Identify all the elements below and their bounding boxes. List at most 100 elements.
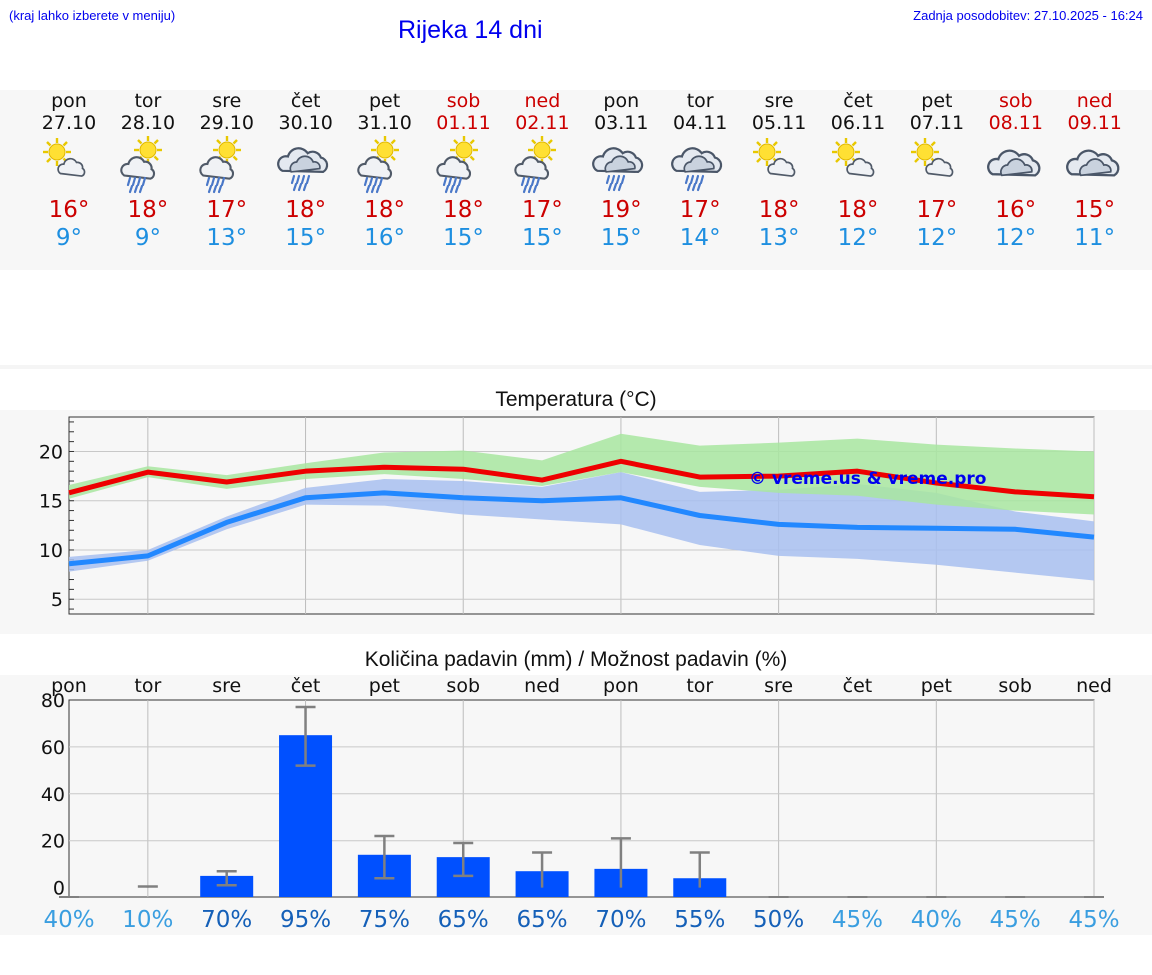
min-temperature: 11° <box>1074 225 1116 251</box>
precipitation-probability: 45% <box>1068 907 1119 933</box>
day-date: 01.11 <box>436 112 491 134</box>
precipitation-probability: 65% <box>517 907 568 933</box>
day-forecast: ned 02.11 17° 15° <box>502 90 582 252</box>
x-category-label: pet <box>369 675 400 697</box>
min-temperature: 13° <box>758 225 800 251</box>
min-temperature: 15° <box>600 225 642 251</box>
max-temperature-line <box>68 458 1095 500</box>
day-date: 04.11 <box>672 112 728 134</box>
y-tick-label: 40 <box>41 784 65 806</box>
x-category-label: tor <box>686 675 713 697</box>
max-temperature: 18° <box>127 197 169 223</box>
max-temperature: 17° <box>916 197 958 223</box>
sun-cloud-rain-icon <box>502 136 582 194</box>
cloud-icon <box>1055 136 1135 192</box>
day-date: 02.11 <box>515 112 570 134</box>
cloud-rain-icon <box>660 136 740 192</box>
day-name: pon <box>603 90 640 112</box>
day-forecast: pet 07.11 17° 12° <box>897 90 977 252</box>
day-name: sre <box>764 90 794 112</box>
day-forecast: tor 04.11 17° 14° <box>660 90 740 252</box>
max-temperature: 18° <box>443 197 484 223</box>
day-name: sre <box>212 90 242 112</box>
min-temperature: 15° <box>522 225 563 251</box>
day-name: tor <box>134 90 162 112</box>
sun-cloud-icon <box>818 136 898 192</box>
y-tick-label: 20 <box>39 441 63 463</box>
max-temperature-range <box>69 433 1094 515</box>
day-date: 27.10 <box>41 112 97 134</box>
precipitation-probability: 10% <box>122 907 173 933</box>
min-temperature-line <box>68 490 1095 567</box>
x-category-label: ned <box>524 675 560 697</box>
x-category-label: tor <box>134 675 161 697</box>
max-temperature: 18° <box>364 197 405 223</box>
max-temperature: 17° <box>522 197 563 223</box>
precipitation-probability: 65% <box>438 907 489 933</box>
max-temperature: 16° <box>995 197 1037 223</box>
day-forecast: sre 29.10 17° 13° <box>187 90 267 252</box>
plot-area <box>68 699 1095 898</box>
day-date: 07.11 <box>909 112 965 134</box>
temperature-chart-title: Temperatura (°C) <box>495 388 657 411</box>
precipitation-probability: 55% <box>674 907 725 933</box>
day-date: 08.11 <box>988 112 1043 134</box>
x-category-label: čet <box>843 675 873 697</box>
day-name: pon <box>51 90 87 112</box>
max-temperature: 16° <box>48 197 90 223</box>
precipitation-probability: 95% <box>280 907 331 933</box>
min-temperature: 9° <box>134 225 161 251</box>
precipitation-probability: 70% <box>201 907 252 933</box>
watermark: © vreme.us & vreme.pro <box>749 469 986 489</box>
day-forecast: sob 08.11 16° 12° <box>976 90 1056 252</box>
precipitation-probability: 75% <box>359 907 410 933</box>
day-name: pet <box>921 90 953 112</box>
precipitation-chart-title: Količina padavin (mm) / Možnost padavin … <box>364 648 788 671</box>
max-temperature: 18° <box>837 197 879 223</box>
sun-cloud-rain-icon <box>345 136 425 194</box>
precipitation-probability: 45% <box>990 907 1041 933</box>
day-name: sob <box>999 90 1033 112</box>
x-category-label: sre <box>212 675 241 697</box>
x-category-label: sob <box>998 675 1032 697</box>
daily-forecast-strip: pon 27.10 16° 9° tor 28.10 18° 9° sre 29.10 17° 13°… <box>0 90 1152 270</box>
sun-cloud-icon <box>29 136 109 192</box>
x-category-label: pet <box>921 675 952 697</box>
min-temperature: 9° <box>55 225 83 251</box>
y-tick-label: 10 <box>39 540 63 562</box>
day-date: 03.11 <box>594 112 649 134</box>
cloud-rain-icon <box>266 136 346 192</box>
last-update: Zadnja posodobitev: 27.10.2025 - 16:24 <box>913 8 1143 23</box>
x-category-label: sob <box>446 675 480 697</box>
y-tick-label: 80 <box>41 690 65 712</box>
min-temperature: 12° <box>837 225 879 251</box>
day-forecast: pon 27.10 16° 9° <box>29 90 109 252</box>
max-temperature: 15° <box>1074 197 1116 223</box>
min-temperature: 14° <box>679 225 721 251</box>
max-temperature: 18° <box>758 197 800 223</box>
x-category-label: pon <box>603 675 639 697</box>
sun-cloud-rain-icon <box>108 136 188 194</box>
day-forecast: pon 03.11 19° 15° <box>581 90 661 252</box>
day-date: 31.10 <box>357 112 412 134</box>
day-forecast: sob 01.11 18° 15° <box>424 90 504 252</box>
day-name: ned <box>524 90 561 112</box>
cloud-icon <box>976 136 1056 192</box>
y-tick-label: 60 <box>41 737 65 759</box>
min-temperature: 16° <box>364 225 405 251</box>
min-temperature: 13° <box>206 225 248 251</box>
sun-cloud-rain-icon <box>187 136 267 194</box>
sun-cloud-icon <box>897 136 977 192</box>
min-temperature-range <box>69 472 1094 581</box>
day-date: 30.10 <box>278 112 333 134</box>
max-temperature: 19° <box>600 197 642 223</box>
sun-cloud-rain-icon <box>424 136 504 194</box>
cloud-rain-icon <box>581 136 661 192</box>
day-name: čet <box>290 90 321 112</box>
max-temperature: 17° <box>206 197 248 223</box>
min-temperature: 12° <box>995 225 1037 251</box>
day-date: 29.10 <box>199 112 254 134</box>
day-name: ned <box>1076 90 1113 112</box>
day-forecast: sre 05.11 18° 13° <box>739 90 819 252</box>
